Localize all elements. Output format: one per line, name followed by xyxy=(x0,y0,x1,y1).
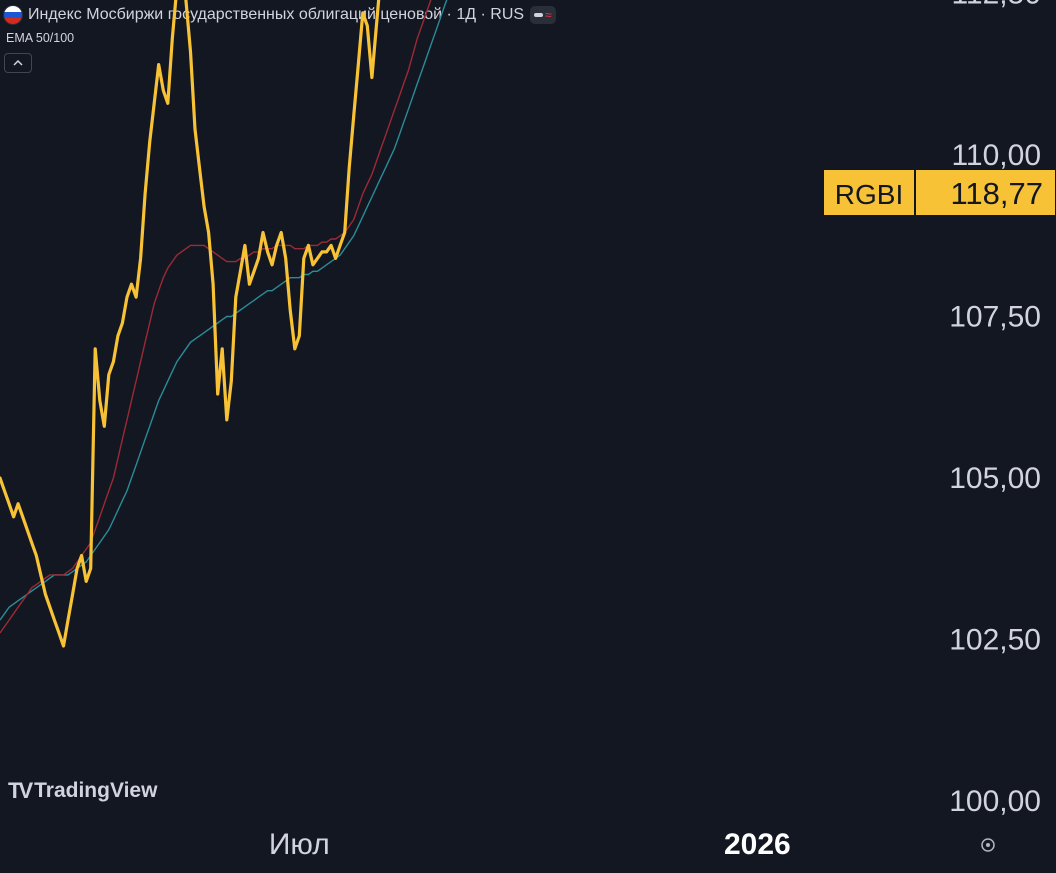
chart-header: Индекс Мосбиржи государственных облигаци… xyxy=(4,4,556,26)
y-tick-label: 107,50 xyxy=(949,301,1041,334)
price-label-bg xyxy=(916,170,1055,215)
status-pill[interactable]: ≈ xyxy=(530,6,556,24)
symbol-title[interactable]: Индекс Мосбиржи государственных облигаци… xyxy=(28,6,525,23)
current-price-label: RGBI 118,77 xyxy=(824,170,1055,215)
russia-flag-icon xyxy=(4,6,22,24)
chevron-up-icon xyxy=(13,60,23,66)
tradingview-logo-icon: TV xyxy=(8,778,33,803)
y-tick-label: 100,00 xyxy=(949,785,1041,818)
tradingview-logo-text: TradingView xyxy=(34,779,158,802)
flag-stripe-red xyxy=(4,18,22,24)
minus-icon xyxy=(534,13,544,17)
y-tick-label: 110,00 xyxy=(951,139,1041,172)
indicator-legend[interactable]: EMA 50/100 xyxy=(6,31,75,45)
gear-ring xyxy=(981,838,995,852)
gear-hub xyxy=(986,843,990,847)
symbol-label: RGBI xyxy=(835,179,903,210)
current-price-value: 118,77 xyxy=(950,176,1043,211)
price-axis[interactable]: 122,50120,00117,50115,00112,50110,00107,… xyxy=(949,0,1041,818)
wave-icon: ≈ xyxy=(545,8,552,22)
ema50-line xyxy=(0,0,432,634)
x-tick-label: Июл xyxy=(269,828,330,861)
y-tick-label: 105,00 xyxy=(949,462,1041,495)
y-tick-label: 112,50 xyxy=(951,0,1041,11)
symbol-label-bg xyxy=(824,170,914,215)
y-tick-label: 102,50 xyxy=(949,624,1041,657)
price-line xyxy=(0,0,381,648)
ema100-line xyxy=(0,0,448,621)
time-axis[interactable]: Июл 2026 xyxy=(269,828,791,861)
gear-icon[interactable] xyxy=(981,838,995,852)
collapse-legend-button[interactable] xyxy=(4,53,32,73)
x-tick-label: 2026 xyxy=(724,828,791,861)
tradingview-logo: TV TradingView xyxy=(8,778,157,804)
